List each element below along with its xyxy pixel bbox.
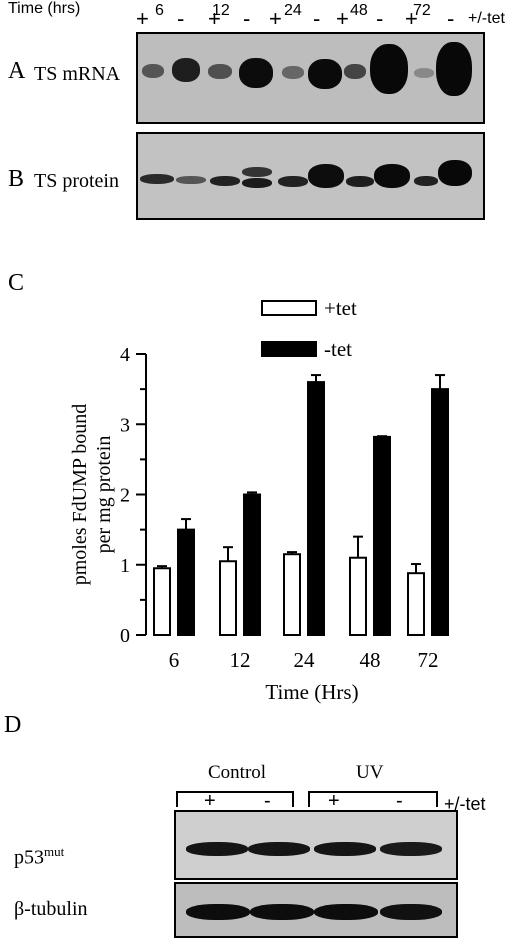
blot-band bbox=[438, 160, 472, 186]
time-label-72: 72 bbox=[413, 2, 431, 19]
bar-minus-tet bbox=[373, 435, 391, 636]
panel-letter-d: D bbox=[4, 712, 22, 738]
sign-label: - bbox=[396, 790, 403, 812]
y-tick-label: 4 bbox=[120, 344, 130, 366]
blot-band bbox=[380, 904, 442, 920]
sign-label: - bbox=[243, 6, 251, 31]
legend-swatch-minus-tet bbox=[261, 341, 317, 357]
y-tick-label: 2 bbox=[120, 485, 130, 507]
y-tick-label: 3 bbox=[120, 414, 130, 436]
blot-band bbox=[414, 68, 434, 78]
sign-label: + bbox=[204, 790, 216, 812]
blot-band bbox=[314, 842, 376, 856]
sign-label: + bbox=[136, 6, 149, 31]
p53-label: p53mut bbox=[14, 844, 64, 870]
ts-mrna-label: TS mRNA bbox=[34, 63, 121, 85]
legend-label-minus-tet: -tet bbox=[324, 337, 352, 361]
bar-plus-tet bbox=[349, 556, 367, 637]
blot-band bbox=[172, 58, 200, 82]
sign-label: + bbox=[269, 6, 282, 31]
x-tick-label: 24 bbox=[294, 648, 316, 672]
y-axis-label: pmoles FdUMP bound bbox=[69, 404, 91, 586]
bar-plus-tet bbox=[153, 567, 171, 637]
tet-label-d: +/-tet bbox=[444, 794, 486, 814]
blot-band bbox=[314, 904, 378, 920]
blot-band bbox=[250, 904, 314, 920]
blot-band bbox=[186, 842, 248, 856]
x-tick-label: 72 bbox=[418, 648, 439, 672]
sign-label: - bbox=[313, 6, 321, 31]
blot-band bbox=[208, 64, 232, 79]
sign-label: - bbox=[177, 6, 185, 31]
blot-band bbox=[370, 44, 408, 94]
time-label-24: 24 bbox=[284, 2, 302, 19]
group-bracket-uv bbox=[308, 791, 438, 807]
y-axis-label: per mg protein bbox=[93, 436, 115, 554]
bar-minus-tet bbox=[243, 493, 261, 636]
bar-minus-tet bbox=[177, 528, 195, 636]
x-tick-label: 6 bbox=[169, 648, 180, 672]
time-label-48: 48 bbox=[350, 2, 368, 19]
time-label-12: 12 bbox=[212, 2, 230, 19]
blot-band bbox=[142, 64, 164, 78]
blot-band bbox=[278, 176, 308, 187]
ts-protein-label: TS protein bbox=[34, 170, 119, 192]
sign-label: + bbox=[336, 6, 349, 31]
panel-letter-c: C bbox=[8, 270, 25, 296]
sign-label: + bbox=[208, 6, 221, 31]
blot-band bbox=[346, 176, 374, 187]
bar-plus-tet bbox=[283, 553, 301, 636]
p53-label-text: p53 bbox=[14, 846, 44, 869]
ts-protein-blot bbox=[136, 132, 485, 220]
blot-band bbox=[308, 59, 342, 89]
blot-band bbox=[414, 176, 438, 186]
tubulin-label: β-tubulin bbox=[14, 898, 88, 920]
tubulin-blot bbox=[174, 882, 458, 938]
bar-plus-tet bbox=[407, 572, 425, 636]
blot-band bbox=[248, 842, 310, 856]
y-tick-label: 0 bbox=[120, 625, 130, 647]
sign-label: + bbox=[405, 6, 418, 31]
sign-label: - bbox=[264, 790, 271, 812]
group-bracket-control bbox=[176, 791, 294, 807]
bar-minus-tet bbox=[431, 388, 449, 636]
blot-band bbox=[436, 42, 472, 96]
y-tick-label: 1 bbox=[120, 555, 130, 577]
blot-band bbox=[239, 58, 273, 88]
panel-letter-a: A bbox=[8, 58, 26, 84]
sign-label: - bbox=[376, 6, 384, 31]
time-label-6: 6 bbox=[155, 2, 164, 19]
blot-band bbox=[344, 64, 366, 79]
x-axis-label: Time (Hrs) bbox=[265, 680, 358, 704]
group-label-uv: UV bbox=[356, 762, 384, 783]
blot-band bbox=[242, 167, 272, 177]
bar-minus-tet bbox=[307, 381, 325, 636]
sign-label: + bbox=[328, 790, 340, 812]
blot-band bbox=[380, 842, 442, 856]
blot-band bbox=[186, 904, 250, 920]
blot-band bbox=[282, 66, 304, 79]
sign-label: - bbox=[447, 6, 455, 31]
panel-letter-b: B bbox=[8, 166, 25, 192]
ts-mrna-blot bbox=[136, 32, 485, 124]
time-header: Time (hrs) bbox=[8, 0, 81, 17]
p53-label-sup: mut bbox=[44, 844, 65, 859]
blot-band bbox=[242, 178, 272, 188]
tet-label: +/-tet bbox=[468, 10, 505, 27]
x-tick-label: 48 bbox=[360, 648, 381, 672]
blot-band bbox=[210, 176, 240, 186]
legend-label-plus-tet: +tet bbox=[324, 296, 357, 320]
legend-swatch-plus-tet bbox=[261, 300, 317, 316]
p53-blot bbox=[174, 810, 458, 880]
blot-band bbox=[308, 164, 344, 188]
bar-plus-tet bbox=[219, 560, 237, 636]
x-tick-label: 12 bbox=[230, 648, 251, 672]
blot-band bbox=[140, 174, 174, 184]
blot-band bbox=[176, 176, 206, 184]
group-label-control: Control bbox=[208, 762, 267, 783]
blot-band bbox=[374, 164, 410, 188]
